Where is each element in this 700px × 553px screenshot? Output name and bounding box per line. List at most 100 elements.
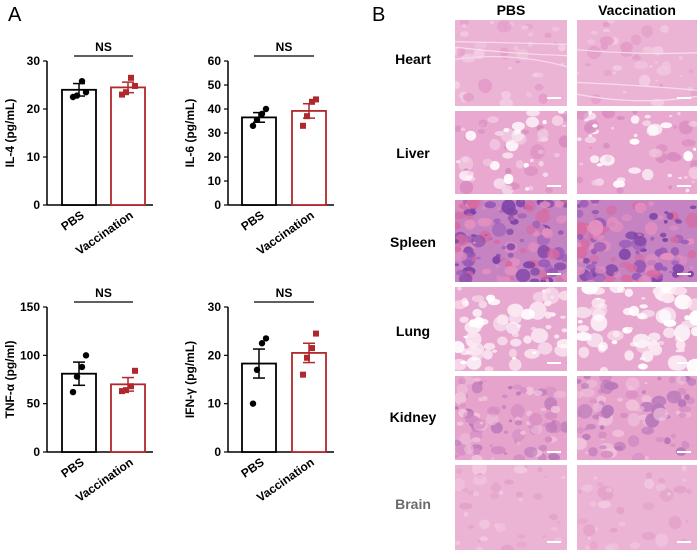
row-label-heart: Heart	[395, 51, 431, 67]
data-point	[69, 388, 77, 396]
data-point	[73, 373, 81, 380]
histology-image-lung-vaccination	[577, 287, 697, 371]
data-point	[249, 400, 257, 407]
y-tick-label: 30	[208, 300, 222, 314]
histology-image-liver-pbs	[455, 111, 567, 194]
y-axis-label: IFN-γ (pg/mL)	[183, 341, 197, 418]
histology-image-heart-vaccination	[577, 20, 697, 106]
data-point	[123, 89, 129, 96]
scale-bar	[677, 185, 691, 187]
data-point	[249, 122, 257, 129]
histology-image-kidney-vaccination	[577, 376, 697, 460]
row-label-spleen: Spleen	[390, 234, 436, 250]
scale-bar	[547, 362, 561, 364]
data-point	[262, 105, 270, 113]
histology-image-spleen-pbs	[455, 200, 567, 282]
y-tick-label: 60	[208, 54, 222, 68]
data-point	[300, 371, 306, 378]
significance-label: NS	[276, 286, 293, 300]
row-label-kidney: Kidney	[389, 409, 437, 425]
y-tick-label: 10	[27, 150, 41, 164]
data-point	[313, 330, 319, 337]
data-point	[253, 116, 261, 124]
y-tick-label: 20	[27, 102, 41, 116]
data-point	[258, 110, 266, 118]
data-point	[132, 367, 138, 374]
y-tick-label: 0	[214, 445, 221, 459]
y-tick-label: 30	[208, 126, 222, 140]
y-tick-label: 0	[214, 198, 221, 212]
data-point	[78, 363, 86, 371]
bar-pbs	[61, 88, 97, 206]
panel-a-letter: A	[8, 4, 22, 26]
y-axis-label: IL-6 (pg/mL)	[183, 99, 197, 168]
data-point	[82, 89, 90, 96]
column-header-vaccination: Vaccination	[598, 2, 676, 18]
y-tick-label: 10	[208, 397, 222, 411]
data-point	[132, 82, 138, 89]
data-point	[309, 98, 315, 105]
bar-vaccination	[110, 86, 146, 206]
bar-vaccination	[291, 110, 327, 206]
data-point	[304, 354, 310, 361]
histology-image-lung-pbs	[455, 287, 567, 371]
data-point	[300, 122, 306, 129]
histology-image-liver-vaccination	[577, 111, 697, 194]
data-point	[119, 91, 125, 98]
y-tick-label: 20	[208, 348, 222, 362]
data-point	[128, 74, 134, 81]
bar-pbs	[241, 116, 277, 206]
data-point	[304, 113, 310, 120]
category-label: PBS	[238, 208, 266, 234]
y-tick-label: 50	[208, 78, 222, 92]
histology-image-brain-vaccination	[577, 465, 697, 550]
scale-bar	[677, 451, 691, 453]
histology-image-brain-pbs	[455, 465, 567, 550]
significance-label: NS	[95, 286, 112, 300]
row-label-brain: Brain	[395, 496, 431, 512]
data-point	[313, 96, 319, 103]
scale-bar	[547, 273, 561, 275]
category-label: PBS	[58, 208, 86, 234]
scale-bar	[677, 273, 691, 275]
y-tick-label: 100	[20, 348, 40, 362]
y-tick-label: 40	[208, 102, 222, 116]
y-tick-label: 150	[20, 300, 40, 314]
scale-bar	[547, 185, 561, 187]
row-label-lung: Lung	[395, 323, 431, 339]
y-tick-label: 0	[33, 198, 40, 212]
data-point	[309, 345, 315, 352]
data-point	[128, 383, 134, 390]
scale-bar	[677, 541, 691, 543]
row-label-liver: Liver	[396, 145, 430, 161]
histology-image-heart-pbs	[455, 20, 567, 106]
scale-bar	[547, 97, 561, 99]
data-point	[73, 92, 81, 99]
scale-bar	[547, 451, 561, 453]
category-label: PBS	[58, 455, 86, 481]
category-label: PBS	[238, 455, 266, 481]
scale-bar	[677, 97, 691, 99]
significance-label: NS	[95, 40, 112, 54]
panel-b-letter: B	[372, 4, 386, 26]
data-point	[262, 335, 270, 342]
data-point	[123, 387, 129, 394]
histology-image-kidney-pbs	[455, 376, 567, 460]
data-point	[119, 388, 125, 395]
data-point	[82, 352, 90, 359]
data-point	[253, 366, 261, 374]
y-axis-label: IL-4 (pg/mL)	[3, 99, 17, 168]
scale-bar	[677, 362, 691, 364]
bar-vaccination	[110, 383, 146, 453]
significance-label: NS	[276, 40, 293, 54]
data-point	[258, 340, 266, 347]
y-tick-label: 0	[33, 445, 40, 459]
column-header-pbs: PBS	[496, 2, 526, 18]
y-tick-label: 20	[208, 150, 222, 164]
y-tick-label: 50	[27, 397, 41, 411]
data-point	[78, 77, 86, 85]
